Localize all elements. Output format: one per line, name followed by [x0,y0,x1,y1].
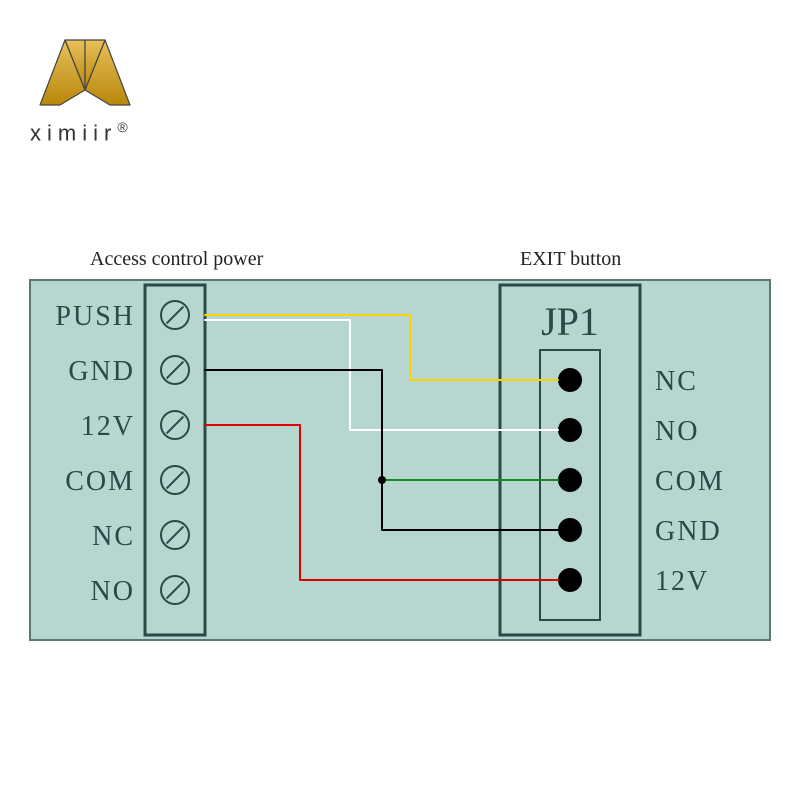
pin-dot-icon [558,418,582,442]
left-terminal-label: NO [91,576,135,607]
jp1-header-label: JP1 [541,299,599,344]
right-pin-label: COM [655,466,725,497]
left-terminal-label: 12V [81,411,135,442]
pin-dot-icon [558,568,582,592]
wiring-diagram: Access control power PUSH GND 12V COM NC NO EXI… [0,0,800,800]
left-terminal-label: COM [65,466,135,497]
left-terminal-label: NC [92,521,135,552]
right-pin-label: 12V [655,566,709,597]
right-pin-label: GND [655,516,722,547]
left-terminal-label: GND [68,356,135,387]
pin-dot-icon [558,468,582,492]
pin-dot-icon [558,368,582,392]
right-pin-label: NO [655,416,699,447]
pin-dot-icon [558,518,582,542]
left-block-title: Access control power [90,248,264,270]
left-terminal-label: PUSH [55,301,135,332]
right-pin-label: NC [655,366,698,397]
right-block-title: EXIT button [520,248,621,270]
